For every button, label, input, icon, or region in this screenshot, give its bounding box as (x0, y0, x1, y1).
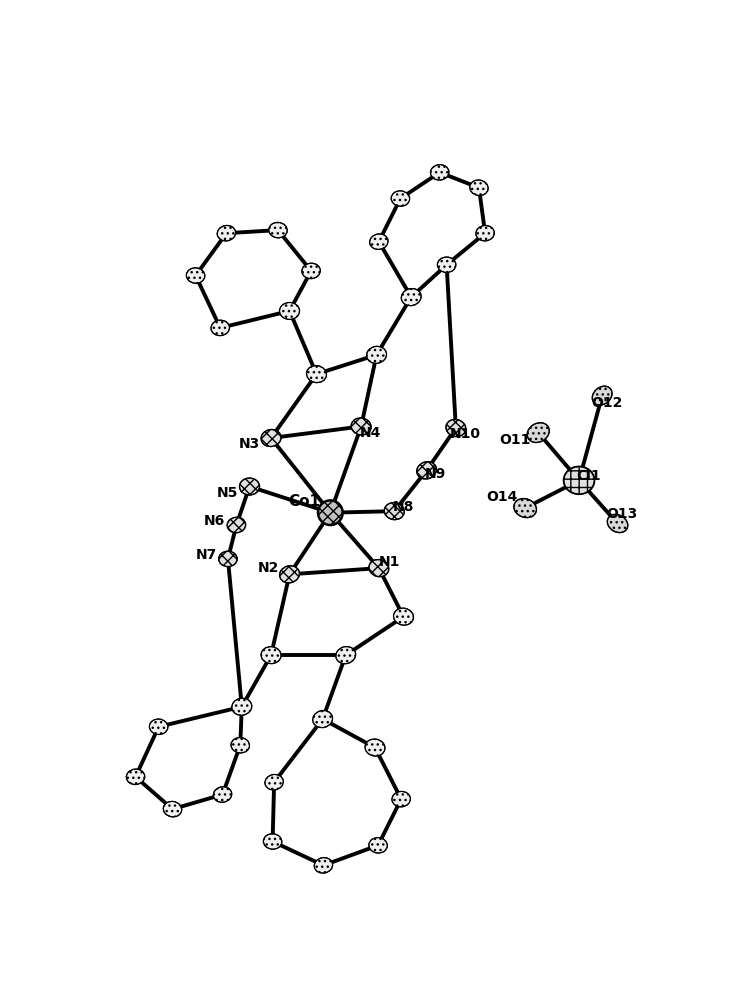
Ellipse shape (351, 418, 371, 435)
Text: O11: O11 (500, 433, 531, 447)
Text: Cl1: Cl1 (576, 469, 601, 483)
Ellipse shape (393, 608, 413, 625)
Text: N2: N2 (258, 561, 279, 575)
Ellipse shape (366, 346, 386, 363)
Ellipse shape (391, 191, 410, 206)
Ellipse shape (227, 517, 246, 533)
Ellipse shape (370, 234, 388, 249)
Ellipse shape (187, 268, 204, 283)
Ellipse shape (219, 551, 237, 567)
Ellipse shape (217, 225, 236, 241)
Ellipse shape (607, 514, 628, 533)
Ellipse shape (476, 225, 494, 241)
Text: N7: N7 (195, 548, 217, 562)
Ellipse shape (416, 462, 437, 479)
Ellipse shape (232, 698, 252, 715)
Text: Co1: Co1 (288, 494, 320, 509)
Ellipse shape (446, 419, 466, 437)
Ellipse shape (365, 739, 385, 756)
Text: N8: N8 (392, 500, 414, 514)
Ellipse shape (384, 503, 404, 520)
Ellipse shape (437, 257, 456, 272)
Ellipse shape (261, 429, 281, 447)
Ellipse shape (240, 478, 259, 495)
Ellipse shape (279, 302, 300, 319)
Ellipse shape (313, 710, 333, 728)
Ellipse shape (213, 787, 231, 802)
Ellipse shape (470, 180, 488, 196)
Ellipse shape (401, 289, 421, 306)
Ellipse shape (279, 566, 300, 583)
Ellipse shape (261, 647, 281, 664)
Ellipse shape (369, 838, 387, 853)
Ellipse shape (127, 769, 145, 785)
Text: O13: O13 (607, 507, 638, 521)
Ellipse shape (369, 560, 389, 577)
Text: N6: N6 (204, 514, 225, 528)
Text: N4: N4 (360, 426, 381, 440)
Ellipse shape (264, 834, 282, 849)
Text: N1: N1 (379, 555, 400, 569)
Ellipse shape (392, 791, 410, 807)
Ellipse shape (265, 774, 283, 790)
Text: O12: O12 (591, 396, 622, 410)
Ellipse shape (431, 165, 449, 180)
Ellipse shape (514, 499, 536, 518)
Ellipse shape (231, 738, 249, 753)
Ellipse shape (269, 222, 287, 238)
Ellipse shape (306, 366, 327, 383)
Text: N9: N9 (425, 467, 446, 481)
Ellipse shape (163, 801, 182, 817)
Text: N10: N10 (449, 427, 481, 441)
Text: O14: O14 (486, 490, 518, 504)
Ellipse shape (564, 466, 595, 494)
Ellipse shape (315, 858, 333, 873)
Ellipse shape (318, 500, 342, 525)
Ellipse shape (149, 719, 168, 734)
Text: N5: N5 (217, 486, 239, 500)
Ellipse shape (302, 263, 321, 279)
Ellipse shape (336, 647, 356, 664)
Text: N3: N3 (239, 437, 260, 451)
Ellipse shape (527, 423, 549, 442)
Ellipse shape (592, 386, 612, 405)
Ellipse shape (211, 320, 229, 336)
